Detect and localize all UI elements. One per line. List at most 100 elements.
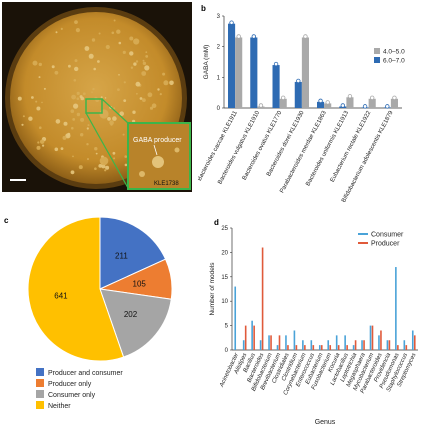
colony <box>141 71 147 76</box>
bar-point <box>273 61 279 67</box>
colony <box>122 50 126 55</box>
colony <box>139 97 143 100</box>
bar-point <box>362 104 368 109</box>
colony <box>133 62 137 66</box>
y-tick-label: 1 <box>217 75 221 81</box>
colony <box>71 126 74 130</box>
gaba-bar-chart: 0 1 2 3 GABA (mM) Bacteroides caccae KLE1911B… <box>198 14 405 202</box>
colony <box>98 32 101 35</box>
colony <box>124 155 127 158</box>
zoom-box <box>85 98 103 114</box>
bar-consumer <box>310 340 313 350</box>
colony <box>72 155 74 158</box>
bar-producer <box>388 340 391 350</box>
legend-swatch <box>374 48 380 54</box>
colony <box>123 99 127 102</box>
bar-consumer <box>386 340 389 350</box>
colony <box>86 143 89 146</box>
colony <box>55 119 61 124</box>
colony <box>105 165 110 170</box>
bar-point <box>369 95 375 100</box>
colony <box>63 121 68 126</box>
bar-point <box>229 20 234 25</box>
colony <box>136 92 138 95</box>
bar-point <box>236 34 241 39</box>
bar-point <box>340 103 346 108</box>
inset-colony-small <box>139 171 145 177</box>
colony <box>76 112 81 117</box>
colony <box>109 120 114 125</box>
colony <box>76 97 80 100</box>
bar-producer <box>278 335 281 350</box>
y-tick-label: 10 <box>221 299 228 305</box>
bar-producer <box>337 345 340 350</box>
bar-producer <box>287 345 289 350</box>
colony <box>68 64 71 68</box>
colony <box>163 80 169 86</box>
colony <box>39 126 42 129</box>
bar-ph-4-5 <box>324 103 332 108</box>
y-tick-label: 0 <box>217 106 221 112</box>
colony <box>54 147 59 152</box>
bar-consumer <box>268 335 270 350</box>
bar-consumer <box>378 335 380 350</box>
colony <box>55 31 58 34</box>
y-tick-label: 2 <box>217 45 221 51</box>
colony <box>100 96 103 99</box>
colony <box>95 152 98 155</box>
colony <box>32 60 38 66</box>
bar-producer <box>270 335 272 350</box>
y-tick-label: 20 <box>221 250 228 256</box>
colony <box>74 66 79 72</box>
bar-consumer <box>318 345 321 350</box>
panel-label-c: c <box>4 216 9 225</box>
bar-consumer <box>234 286 237 350</box>
bar-ph-4-5 <box>390 98 398 108</box>
colony <box>113 19 116 22</box>
legend-label: Producer <box>371 241 400 248</box>
panel-label-d: d <box>214 218 219 227</box>
colony <box>28 116 33 121</box>
bar-producer <box>413 335 416 350</box>
colony <box>36 106 41 111</box>
colony <box>113 157 116 160</box>
bar-consumer <box>395 267 397 350</box>
bar-producer <box>320 345 323 350</box>
legend-swatch <box>36 401 44 409</box>
colony <box>132 110 136 114</box>
colony <box>159 93 162 96</box>
colony <box>142 59 145 62</box>
colony <box>51 65 55 69</box>
colony <box>105 44 110 50</box>
colony <box>147 92 153 98</box>
colony <box>31 96 34 99</box>
pie-slice <box>27 216 125 362</box>
colony <box>130 66 134 69</box>
y-tick-label: 0 <box>225 348 229 354</box>
pie-slice <box>99 216 167 290</box>
y-tick-label: 3 <box>217 14 221 20</box>
colony <box>107 117 111 121</box>
colony <box>60 27 63 30</box>
legend-swatch <box>36 368 44 376</box>
colony <box>54 70 59 75</box>
bar-point <box>392 95 397 100</box>
colony <box>38 76 41 79</box>
bar-consumer <box>302 340 304 350</box>
colony <box>75 28 80 33</box>
colony <box>72 118 76 121</box>
bar-point <box>251 34 257 39</box>
colony <box>112 116 117 121</box>
bar-point <box>347 94 353 99</box>
model-pie-chart: 211 105 202 641 Producer and consumer Produc… <box>27 216 173 410</box>
x-tick-label: Bacteroides vulgatus KLE1910 <box>217 110 261 186</box>
y-axis-label: GABA (mM) <box>203 45 210 80</box>
x-tick-label: Bacteroides caccae KLE1911 <box>198 110 239 183</box>
bar-point <box>318 98 323 104</box>
bar-consumer <box>327 340 330 350</box>
bar-consumer <box>361 340 363 350</box>
colony <box>21 123 24 126</box>
colony <box>129 36 134 41</box>
colony <box>142 98 146 102</box>
colony <box>87 124 90 127</box>
